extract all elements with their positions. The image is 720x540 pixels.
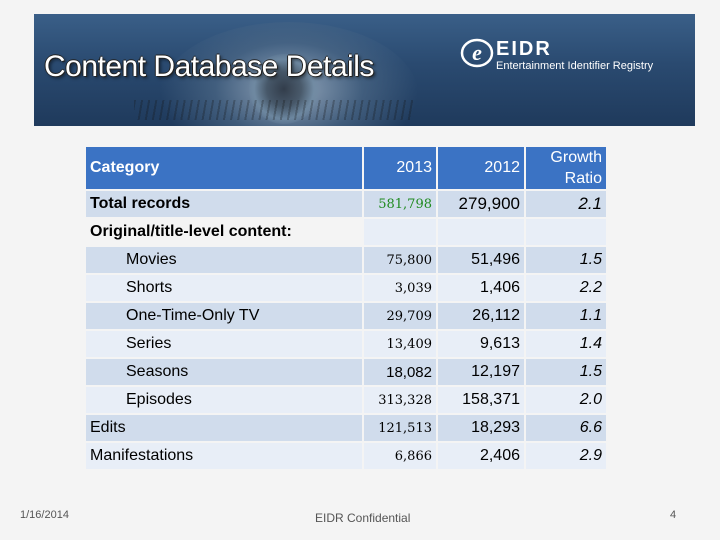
logo-name: EIDR bbox=[496, 38, 552, 60]
row-2013 bbox=[364, 219, 436, 245]
row-2013: 75,800 bbox=[364, 247, 436, 273]
row-category: Manifestations bbox=[86, 443, 362, 469]
row-growth: 1.4 bbox=[526, 331, 606, 357]
row-2013: 121,513 bbox=[364, 415, 436, 441]
table-row: Episodes 313,328 158,371 2.0 bbox=[86, 387, 606, 413]
header-2013: 2013 bbox=[364, 147, 436, 189]
row-category: Shorts bbox=[86, 275, 362, 301]
row-category: Original/title-level content: bbox=[90, 223, 292, 240]
logo-tagline: Entertainment Identifier Registry bbox=[496, 60, 654, 72]
row-2012: 2,406 bbox=[438, 443, 524, 469]
header-2012: 2012 bbox=[438, 147, 524, 189]
row-2012: 1,406 bbox=[438, 275, 524, 301]
table-row: Total records 581,798 279,900 2.1 bbox=[86, 191, 606, 217]
eidr-logo: e EIDR Entertainment Identifier Registry bbox=[460, 36, 692, 76]
row-2012 bbox=[438, 219, 524, 245]
header-growth-ratio: Growth Ratio bbox=[526, 147, 606, 189]
row-2012: 26,112 bbox=[438, 303, 524, 329]
row-category: One-Time-Only TV bbox=[86, 303, 362, 329]
header-growth: Growth bbox=[550, 149, 602, 166]
row-category: Series bbox=[86, 331, 362, 357]
row-category: Episodes bbox=[86, 387, 362, 413]
header-banner: Content Database Details e EIDR Entertai… bbox=[34, 14, 695, 126]
row-2013: 6,866 bbox=[364, 443, 436, 469]
table-row: Manifestations 6,866 2,406 2.9 bbox=[86, 443, 606, 469]
footer-date: 1/16/2014 bbox=[20, 509, 69, 521]
table-row: Original/title-level content: bbox=[86, 219, 606, 245]
table-row: Shorts 3,039 1,406 2.2 bbox=[86, 275, 606, 301]
header-ratio: Ratio bbox=[564, 170, 602, 187]
row-growth: 1.1 bbox=[526, 303, 606, 329]
row-growth: 1.5 bbox=[526, 247, 606, 273]
row-growth: 2.2 bbox=[526, 275, 606, 301]
row-category: Movies bbox=[86, 247, 362, 273]
table-row: Series 13,409 9,613 1.4 bbox=[86, 331, 606, 357]
row-growth: 6.6 bbox=[526, 415, 606, 441]
row-growth: 1.5 bbox=[526, 359, 606, 385]
table-row: One-Time-Only TV 29,709 26,112 1.1 bbox=[86, 303, 606, 329]
eye-lashes bbox=[134, 100, 414, 120]
page-number: 4 bbox=[670, 509, 677, 521]
footer-confidential: EIDR Confidential bbox=[315, 511, 411, 525]
table-row: Edits 121,513 18,293 6.6 bbox=[86, 415, 606, 441]
eye-iris bbox=[249, 54, 319, 124]
table-header-row: Category 2013 2012 Growth Ratio bbox=[86, 147, 606, 189]
row-2012: 18,293 bbox=[438, 415, 524, 441]
row-category: Edits bbox=[86, 415, 362, 441]
row-2013: 581,798 bbox=[364, 191, 436, 217]
row-growth: 2.0 bbox=[526, 387, 606, 413]
row-2012: 158,371 bbox=[438, 387, 524, 413]
row-2012: 12,197 bbox=[438, 359, 524, 385]
eidr-logo-icon: e bbox=[460, 38, 494, 68]
table-row: Movies 75,800 51,496 1.5 bbox=[86, 247, 606, 273]
content-table: Category 2013 2012 Growth Ratio Total rec… bbox=[84, 145, 608, 471]
row-2012: 279,900 bbox=[438, 191, 524, 217]
row-growth: 2.9 bbox=[526, 443, 606, 469]
row-growth: 2.1 bbox=[526, 191, 606, 217]
header-category: Category bbox=[86, 147, 362, 189]
row-2013: 3,039 bbox=[364, 275, 436, 301]
row-2013: 18,082 bbox=[364, 359, 436, 385]
row-2012: 9,613 bbox=[438, 331, 524, 357]
row-category: Total records bbox=[86, 191, 362, 217]
slide-title: Content Database Details bbox=[44, 50, 374, 83]
row-2013: 29,709 bbox=[364, 303, 436, 329]
table-row: Seasons 18,082 12,197 1.5 bbox=[86, 359, 606, 385]
row-2013: 13,409 bbox=[364, 331, 436, 357]
row-2012: 51,496 bbox=[438, 247, 524, 273]
row-growth bbox=[526, 219, 606, 245]
logo-mark: e bbox=[472, 40, 482, 65]
row-category: Seasons bbox=[86, 359, 362, 385]
row-2013: 313,328 bbox=[364, 387, 436, 413]
